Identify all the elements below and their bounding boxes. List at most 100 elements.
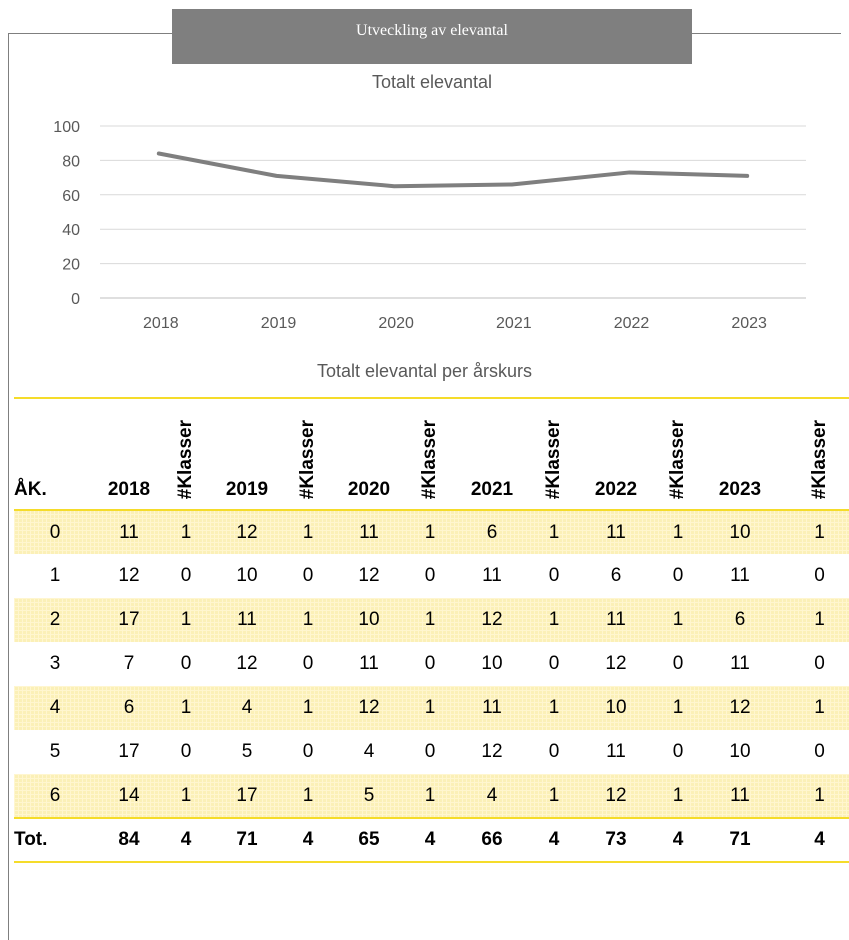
- table-cell: 11: [730, 784, 750, 806]
- table-cell: 11: [119, 521, 139, 543]
- table-cell: 0: [424, 565, 436, 586]
- table-cell: 0: [302, 741, 314, 762]
- page-title: Utveckling av elevantal: [356, 22, 508, 39]
- table-cell: 1: [302, 784, 314, 806]
- table-cell: 11: [359, 653, 379, 674]
- table-cell: 12: [118, 565, 140, 586]
- table-cell: 10: [481, 653, 503, 674]
- table-row: 4 6 1 4 1 12 1 11 1 10 1 12 1: [14, 686, 849, 730]
- table-cell: 11: [237, 609, 257, 630]
- table-cell: 10: [236, 565, 258, 586]
- x-tick-label: 2023: [731, 315, 767, 332]
- table-cell: 0: [302, 653, 314, 674]
- table-cell: 1: [814, 521, 825, 543]
- header-label: #Klasser: [297, 419, 318, 499]
- table-cell: 0: [814, 653, 825, 674]
- table-cell: 1: [672, 521, 684, 543]
- chart-y-ticks: 0 20 40 60 80 100: [53, 119, 80, 308]
- table-cell: 12: [236, 653, 258, 674]
- table-cell: 1: [814, 609, 825, 630]
- table-cell: 1: [814, 697, 825, 718]
- chart-gridlines: [100, 125, 806, 299]
- table-cell: 1: [424, 521, 436, 543]
- table-cell-total: 4: [778, 817, 849, 863]
- header-label: #Klasser: [175, 419, 196, 499]
- y-tick-label: 100: [53, 119, 80, 136]
- table-row: 0 11 1 12 1 11 1 6 1 11 1 10 1: [14, 510, 849, 554]
- header-cell-classes: #Klasser: [778, 397, 849, 511]
- table-cell: 1: [49, 565, 61, 586]
- header-cell-classes: #Klasser: [530, 397, 578, 511]
- table-cell: 6: [734, 609, 746, 630]
- table-cell: 12: [481, 609, 503, 630]
- table-cell: 6: [123, 697, 135, 718]
- x-tick-label: 2019: [261, 315, 297, 332]
- table-cell: 0: [814, 741, 825, 762]
- header-cell-classes: #Klasser: [162, 397, 210, 511]
- header-cell-year: 2019: [210, 397, 284, 511]
- table-cell: 0: [672, 741, 684, 762]
- table-cell: 10: [358, 609, 380, 630]
- x-tick-label: 2020: [378, 315, 414, 332]
- table-cell: 11: [730, 653, 750, 674]
- frame-border-left: [8, 33, 9, 940]
- table-cell: 0: [672, 565, 684, 586]
- table-cell-total: 4: [284, 817, 332, 863]
- table-cell: 4: [363, 741, 375, 762]
- table-total-row: Tot. 84 4 71 4 65 4 66 4 73 4 71 4: [14, 817, 849, 863]
- table-cell-total: 4: [530, 817, 578, 863]
- table-cell: 5: [49, 741, 61, 762]
- table-cell-total: Tot.: [14, 817, 96, 863]
- table-cell: 0: [814, 565, 825, 586]
- y-tick-label: 20: [62, 257, 80, 274]
- table-cell: 12: [236, 521, 258, 543]
- table-cell: 1: [548, 521, 560, 543]
- table-cell: 1: [424, 784, 436, 806]
- table-row: 5 17 0 5 0 4 0 12 0 11 0 10 0: [14, 730, 849, 774]
- table-cell: 1: [672, 784, 684, 806]
- table-cell: 3: [49, 653, 61, 674]
- table-row: 1 12 0 10 0 12 0 11 0 6 0 11 0: [14, 554, 849, 598]
- table-cell: 11: [606, 521, 626, 543]
- table-cell: 10: [729, 521, 751, 543]
- header-label: #Klasser: [808, 419, 830, 499]
- table-cell: 2: [49, 609, 61, 630]
- table-cell: 0: [180, 741, 192, 762]
- table-cell: 0: [180, 565, 192, 586]
- table-cell: 4: [486, 784, 498, 806]
- table-cell: 6: [49, 784, 61, 806]
- table-row: 6 14 1 17 1 5 1 4 1 12 1 11 1: [14, 774, 849, 818]
- table-cell: 1: [302, 521, 314, 543]
- table-cell: 11: [606, 609, 626, 630]
- table-cell: 12: [358, 697, 380, 718]
- table-cell: 1: [548, 609, 560, 630]
- table-cell: 11: [482, 565, 502, 586]
- table-cell-total: 4: [406, 817, 454, 863]
- table-cell: 12: [358, 565, 380, 586]
- x-tick-label: 2022: [614, 315, 650, 332]
- table-cell: 17: [118, 741, 140, 762]
- table-cell: 12: [729, 697, 751, 718]
- table-cell: 4: [241, 697, 253, 718]
- table-row: 2 17 1 11 1 10 1 12 1 11 1 6 1: [14, 598, 849, 642]
- header-cell-year: 2021: [454, 397, 530, 511]
- header-cell-year: 2020: [332, 397, 406, 511]
- table-cell: 1: [424, 609, 436, 630]
- table-cell-total: 73: [578, 817, 654, 863]
- table-cell: 0: [548, 741, 560, 762]
- table-cell: 1: [302, 609, 314, 630]
- header-cell-year: 2023: [702, 397, 778, 511]
- chart-x-ticks: 2018 2019 2020 2021 2022 2023: [143, 315, 767, 332]
- table-cell: 1: [672, 697, 684, 718]
- table-cell: 0: [548, 653, 560, 674]
- y-tick-label: 0: [71, 291, 80, 308]
- table-cell: 4: [49, 697, 61, 718]
- table-cell: 1: [424, 697, 436, 718]
- table-cell: 6: [610, 565, 622, 586]
- table-cell: 0: [180, 653, 192, 674]
- table-cell: 1: [302, 697, 314, 718]
- x-tick-label: 2018: [143, 315, 179, 332]
- y-tick-label: 40: [62, 222, 80, 239]
- chart-series: [156, 151, 750, 189]
